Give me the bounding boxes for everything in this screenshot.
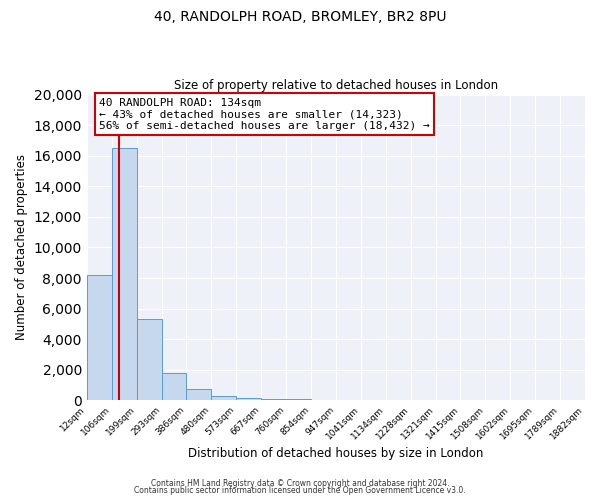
Text: 40 RANDOLPH ROAD: 134sqm
← 43% of detached houses are smaller (14,323)
56% of se: 40 RANDOLPH ROAD: 134sqm ← 43% of detach…: [99, 98, 430, 131]
Bar: [261, 399, 286, 400]
Bar: [236, 398, 261, 400]
Text: 40, RANDOLPH ROAD, BROMLEY, BR2 8PU: 40, RANDOLPH ROAD, BROMLEY, BR2 8PU: [154, 10, 446, 24]
Title: Size of property relative to detached houses in London: Size of property relative to detached ho…: [174, 79, 498, 92]
Y-axis label: Number of detached properties: Number of detached properties: [15, 154, 28, 340]
Bar: [112, 148, 137, 401]
Text: Contains HM Land Registry data © Crown copyright and database right 2024.: Contains HM Land Registry data © Crown c…: [151, 478, 449, 488]
Bar: [211, 396, 236, 400]
Bar: [161, 373, 187, 400]
X-axis label: Distribution of detached houses by size in London: Distribution of detached houses by size …: [188, 447, 484, 460]
Text: Contains public sector information licensed under the Open Government Licence v3: Contains public sector information licen…: [134, 486, 466, 495]
Bar: [137, 320, 161, 400]
Bar: [187, 389, 211, 400]
Bar: [87, 275, 112, 400]
Bar: [286, 399, 311, 400]
